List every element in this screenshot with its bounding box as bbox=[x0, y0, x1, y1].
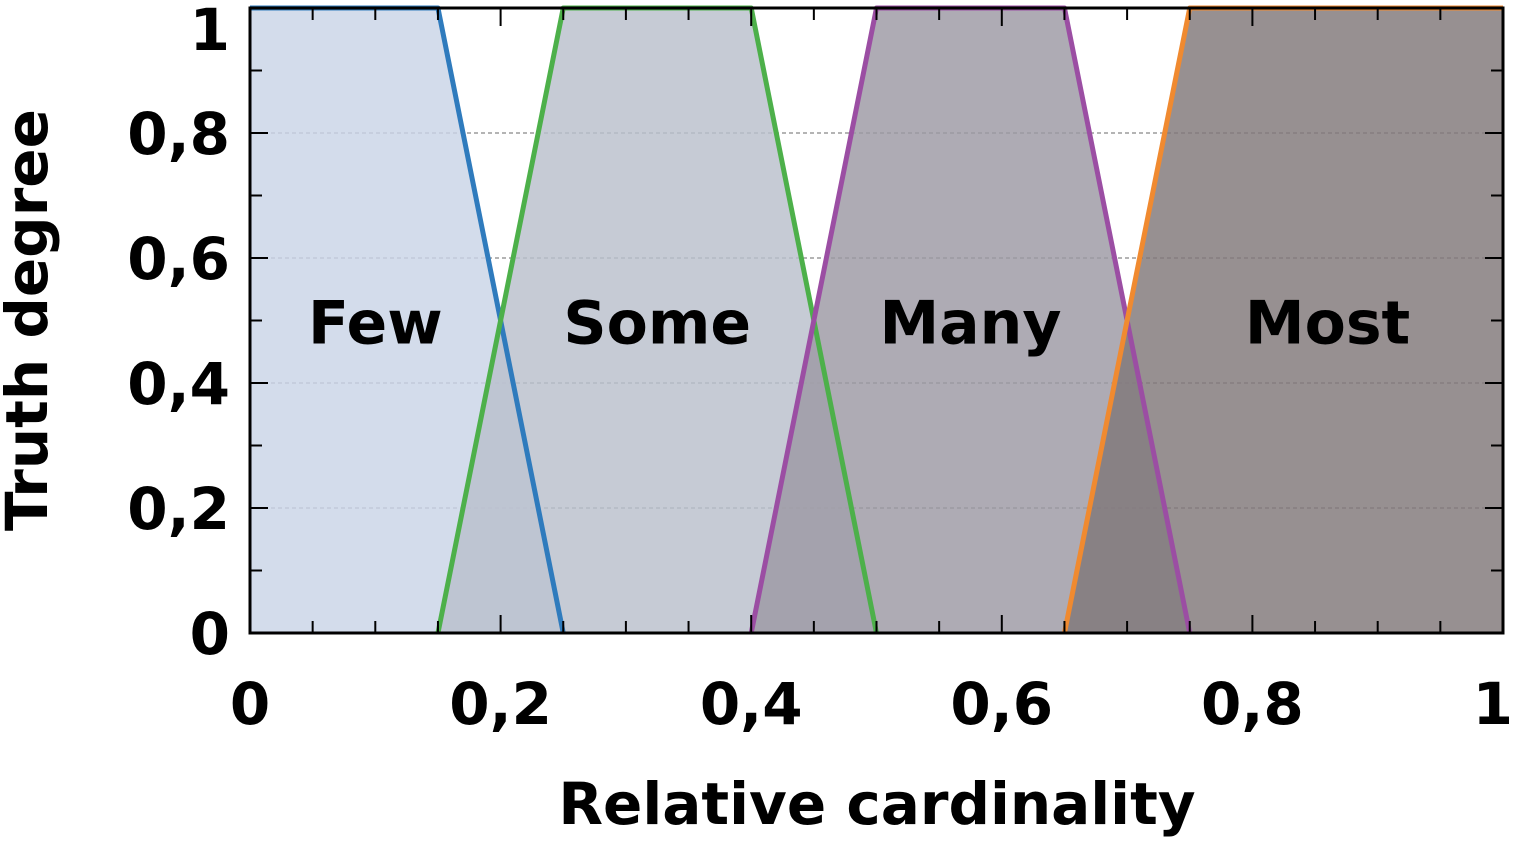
x-tick-label: 0,2 bbox=[449, 670, 552, 738]
x-tick-label: 0 bbox=[230, 670, 270, 738]
y-tick-label: 0 bbox=[190, 600, 230, 668]
x-tick-label: 0,4 bbox=[700, 670, 803, 738]
membership-areas bbox=[250, 8, 1503, 633]
x-tick-label: 0,6 bbox=[950, 670, 1053, 738]
set-label-some: Some bbox=[563, 289, 751, 359]
area-most bbox=[1064, 8, 1503, 633]
set-label-few: Few bbox=[308, 289, 443, 359]
y-tick-label: 1 bbox=[190, 0, 230, 64]
y-tick-label: 0,2 bbox=[127, 475, 230, 543]
x-tick-label: 0,8 bbox=[1201, 670, 1304, 738]
set-label-most: Most bbox=[1245, 289, 1410, 359]
y-tick-label: 0,4 bbox=[127, 350, 230, 418]
area-many bbox=[751, 8, 1190, 633]
area-some bbox=[437, 8, 877, 633]
y-tick-label: 0,6 bbox=[127, 225, 230, 293]
x-tick-label: 1 bbox=[1473, 670, 1513, 738]
set-label-many: Many bbox=[879, 289, 1061, 359]
tick-labels: 0 0,2 0,4 0,6 0,8 1 0 0,2 0,4 0,6 0,8 1 bbox=[127, 0, 1513, 738]
y-axis-title: Truth degree bbox=[0, 109, 61, 531]
set-labels: Few Some Many Most bbox=[308, 289, 1410, 359]
x-axis-title: Relative cardinality bbox=[558, 770, 1195, 838]
y-tick-label: 0,8 bbox=[127, 100, 230, 168]
axis-ticks bbox=[249, 7, 1504, 634]
